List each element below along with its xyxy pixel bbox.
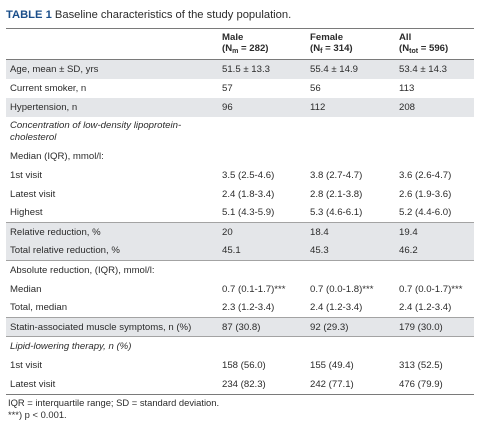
female-value: 56: [310, 82, 321, 94]
header-all: All (Ntot = 596): [395, 29, 474, 60]
female-value: 5.3 (4.6-6.1): [310, 207, 363, 219]
female-value: 155 (49.4): [310, 359, 354, 371]
male-value: 51.5 ± 13.3: [222, 63, 270, 75]
footnotes: IQR = interquartile range; SD = standard…: [6, 395, 474, 422]
female-value: 2.4 (1.2-3.4): [310, 302, 363, 314]
table-row: Statin-associated muscle symptoms, n (%)…: [6, 317, 474, 337]
row-label: 1st visit: [10, 169, 42, 181]
female-value: 18.4: [306, 222, 395, 242]
female-value: 3.8 (2.7-4.7): [310, 169, 363, 181]
row-label: Latest visit: [10, 188, 56, 200]
male-value: 158 (56.0): [222, 359, 266, 371]
all-value: 2.4 (1.2-3.4): [399, 302, 452, 314]
header-label-cell: [6, 29, 218, 60]
all-value: 313 (52.5): [399, 359, 443, 371]
caption-text: Baseline characteristics of the study po…: [51, 9, 292, 21]
female-value: 45.3: [310, 245, 329, 257]
all-value: 53.4 ± 14.3: [399, 63, 447, 75]
section-heading: Lipid-lowering therapy, n (%): [6, 336, 218, 356]
header-male-title: Male: [222, 32, 244, 43]
table-row: Median 0.7 (0.1-1.7)*** 0.7 (0.0-1.8)***…: [6, 280, 474, 299]
all-value: 113: [399, 82, 415, 94]
female-value: 92 (29.3): [306, 317, 395, 337]
subheading-row: Absolute reduction, (IQR), mmol/l:: [6, 260, 474, 280]
row-label: Highest: [10, 207, 43, 219]
male-value: 96: [222, 101, 233, 113]
row-label: Median (IQR), mmol/l:: [10, 150, 104, 162]
baseline-table: Male (Nm = 282) Female (Nf = 314) All (N…: [6, 29, 474, 394]
table-row: Latest visit 234 (82.3) 242 (77.1) 476 (…: [6, 375, 474, 394]
row-label: Relative reduction, %: [6, 222, 218, 242]
row-label: Statin-associated muscle symptoms, n (%): [6, 317, 218, 337]
table-row: Total, median 2.3 (1.2-3.4) 2.4 (1.2-3.4…: [6, 299, 474, 318]
male-value: 3.5 (2.5-4.6): [222, 169, 275, 181]
all-value: 3.6 (2.6-4.7): [399, 169, 452, 181]
female-value: 55.4 ± 14.9: [310, 63, 358, 75]
male-value: 20: [218, 222, 306, 242]
top-rule: [6, 28, 474, 29]
all-value: 46.2: [399, 245, 418, 257]
female-value: 2.8 (2.1-3.8): [310, 188, 363, 200]
all-value: 208: [399, 101, 416, 113]
male-value: 87 (30.8): [218, 317, 306, 337]
table-row: 1st visit 3.5 (2.5-4.6) 3.8 (2.7-4.7) 3.…: [6, 166, 474, 185]
header-male-n: (Nm = 282): [222, 43, 269, 55]
bottom-rule: [6, 393, 474, 395]
footnote-abbreviations: IQR = interquartile range; SD = standard…: [8, 396, 220, 408]
table-row: 1st visit 158 (56.0) 155 (49.4) 313 (52.…: [6, 356, 474, 375]
row-label: Absolute reduction, (IQR), mmol/l:: [6, 260, 218, 280]
table-row: Latest visit 2.4 (1.8-3.4) 2.8 (2.1-3.8)…: [6, 185, 474, 204]
table-row: Hypertension, n 96 112 208: [6, 97, 474, 117]
header-all-n: (Ntot = 596): [399, 43, 449, 55]
table-row: Age, mean ± SD, yrs 51.5 ± 13.3 55.4 ± 1…: [6, 59, 474, 79]
row-label: Median: [10, 283, 42, 295]
male-value: 45.1: [222, 245, 241, 257]
male-value: 2.3 (1.2-3.4): [222, 302, 275, 314]
male-value: 0.7 (0.1-1.7)***: [222, 283, 286, 295]
header-female: Female (Nf = 314): [306, 29, 395, 60]
row-label: 1st visit: [10, 359, 42, 371]
female-value: 242 (77.1): [310, 378, 354, 390]
table-caption: TABLE 1 Baseline characteristics of the …: [6, 8, 474, 22]
male-value: 234 (82.3): [222, 378, 266, 390]
footnote-significance: ***) p < 0.001.: [8, 409, 67, 420]
row-label: Age, mean ± SD, yrs: [10, 63, 99, 75]
table-row: Relative reduction, % 20 18.4 19.4: [6, 222, 474, 242]
header-female-title: Female: [310, 32, 344, 43]
all-value: 179 (30.0): [395, 317, 474, 337]
all-value: 0.7 (0.0-1.7)***: [399, 283, 463, 295]
section-heading-row: Concentration of low-density lipoprotein…: [6, 117, 474, 147]
male-value: 57: [222, 82, 233, 94]
table-row: Highest 5.1 (4.3-5.9) 5.3 (4.6-6.1) 5.2 …: [6, 204, 474, 223]
section-heading-row: Lipid-lowering therapy, n (%): [6, 336, 474, 356]
table-row: Current smoker, n 57 56 113: [6, 79, 474, 98]
row-label: Total relative reduction, %: [10, 245, 120, 257]
subheading-row: Median (IQR), mmol/l:: [6, 147, 474, 166]
row-label: Current smoker, n: [10, 82, 87, 94]
female-value: 112: [310, 101, 326, 113]
male-value: 5.1 (4.3-5.9): [222, 207, 275, 219]
section-heading: Concentration of low-density lipoprotein…: [10, 120, 182, 143]
header-row: Male (Nm = 282) Female (Nf = 314) All (N…: [6, 29, 474, 60]
header-all-title: All: [399, 32, 412, 43]
header-male: Male (Nm = 282): [218, 29, 306, 60]
female-value: 0.7 (0.0-1.8)***: [310, 283, 374, 295]
row-label: Total, median: [10, 302, 68, 314]
table-number: TABLE 1: [6, 9, 52, 21]
row-label: Latest visit: [10, 378, 56, 390]
all-value: 476 (79.9): [399, 378, 443, 390]
table-row: Total relative reduction, % 45.1 45.3 46…: [6, 241, 474, 261]
all-value: 2.6 (1.9-3.6): [399, 188, 452, 200]
header-female-n: (Nf = 314): [310, 43, 353, 55]
all-value: 19.4: [395, 222, 474, 242]
male-value: 2.4 (1.8-3.4): [222, 188, 275, 200]
row-label: Hypertension, n: [10, 101, 78, 113]
all-value: 5.2 (4.4-6.0): [399, 207, 452, 219]
